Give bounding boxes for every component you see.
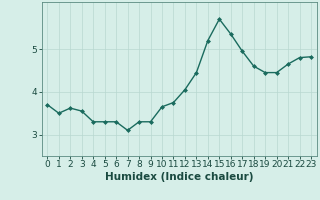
X-axis label: Humidex (Indice chaleur): Humidex (Indice chaleur) [105, 172, 253, 182]
